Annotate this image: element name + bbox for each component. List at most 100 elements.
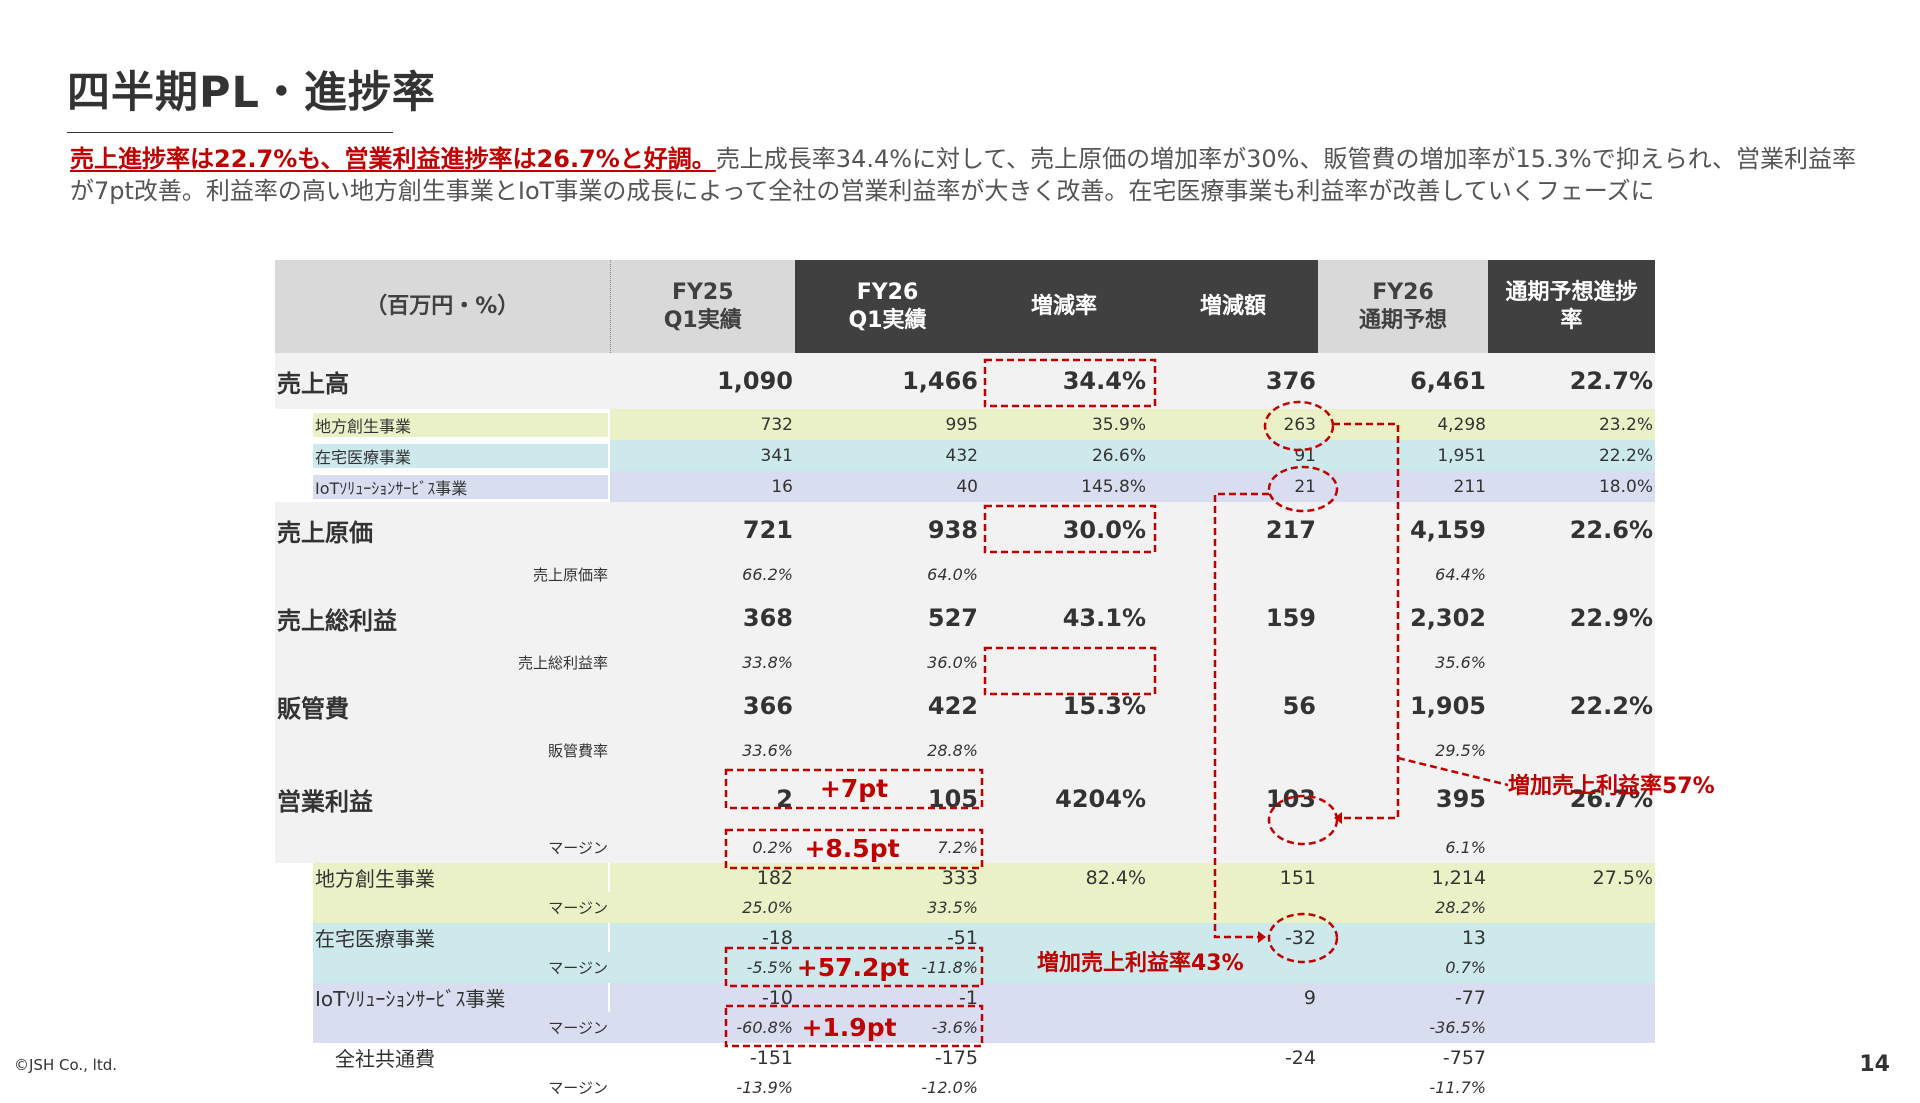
cell-progress: 26.7% bbox=[1488, 766, 1655, 832]
cell-fy25: -13.9% bbox=[610, 1072, 795, 1103]
cell-fy26: -51 bbox=[795, 923, 980, 952]
cell-fy26: 64.0% bbox=[795, 558, 980, 590]
row-label: 販管費率 bbox=[275, 734, 610, 766]
cell-fy26: 938 bbox=[795, 502, 980, 558]
summary-highlight: 売上進捗率は22.7%も、営業利益進捗率は26.7%と好調。 bbox=[70, 145, 716, 173]
table-header-row: （百万円・%） FY25 Q1実績 FY26 Q1実績 増減率 増減額 FY26 通期… bbox=[275, 260, 1655, 353]
header-progress: 通期予想進捗率 bbox=[1488, 260, 1655, 353]
cell-fy25: 368 bbox=[610, 590, 795, 646]
cell-rate: 35.9% bbox=[980, 409, 1148, 440]
header-unit: （百万円・%） bbox=[275, 260, 611, 353]
table-row: マージン -60.8% -3.6% -36.5% bbox=[275, 1012, 1655, 1043]
cell-forecast: -11.7% bbox=[1318, 1072, 1488, 1103]
cell-fy25: 33.6% bbox=[610, 734, 795, 766]
table-row: 在宅医療事業 341 432 26.6% 91 1,951 22.2% bbox=[275, 440, 1655, 471]
header-growth-rate: 増減率 bbox=[980, 260, 1148, 353]
row-label: 営業利益 bbox=[275, 766, 610, 832]
table-row: 地方創生事業 732 995 35.9% 263 4,298 23.2% bbox=[275, 409, 1655, 440]
cell-fy26: 333 bbox=[795, 863, 980, 892]
cell-diff: 91 bbox=[1148, 440, 1318, 471]
footer-copyright: ©JSH Co., ltd. bbox=[14, 1056, 118, 1074]
cell-forecast: 64.4% bbox=[1318, 558, 1488, 590]
cell-diff: 21 bbox=[1148, 471, 1318, 502]
table-row: 全社共通費 -151 -175 -24 -757 bbox=[275, 1043, 1655, 1072]
cell-diff: 103 bbox=[1148, 766, 1318, 832]
cell-fy25: -60.8% bbox=[610, 1012, 795, 1043]
row-label: 地方創生事業 bbox=[313, 863, 608, 892]
cell-forecast: 6,461 bbox=[1318, 353, 1488, 409]
cell-diff: -32 bbox=[1148, 923, 1318, 952]
row-label: マージン bbox=[275, 952, 610, 983]
summary-body: 売上成長率34.4%に対して、売上原価の増加率が30%、販管費の増加率が15.3… bbox=[70, 145, 1856, 205]
cell-forecast: -36.5% bbox=[1318, 1012, 1488, 1043]
page-title: 四半期PL・進捗率 bbox=[67, 68, 436, 118]
cell-forecast: 2,302 bbox=[1318, 590, 1488, 646]
row-label: 全社共通費 bbox=[335, 1047, 435, 1071]
cell-forecast: 1,951 bbox=[1318, 440, 1488, 471]
table-row: マージン -13.9% -12.0% -11.7% bbox=[275, 1072, 1655, 1103]
cell-forecast: 211 bbox=[1318, 471, 1488, 502]
title-underline bbox=[67, 132, 393, 133]
cell-progress: 27.5% bbox=[1488, 863, 1655, 892]
cell-fy26: -11.8% bbox=[795, 952, 980, 983]
table-row: マージン 25.0% 33.5% 28.2% bbox=[275, 892, 1655, 923]
cell-progress: 23.2% bbox=[1488, 409, 1655, 440]
cell-fy26: 28.8% bbox=[795, 734, 980, 766]
cell-rate: 82.4% bbox=[980, 863, 1148, 892]
cell-fy25: 341 bbox=[610, 440, 795, 471]
cell-rate: 4204% bbox=[980, 766, 1148, 832]
cell-progress: 18.0% bbox=[1488, 471, 1655, 502]
page-number: 14 bbox=[1859, 1052, 1890, 1077]
cell-fy26: 36.0% bbox=[795, 646, 980, 678]
cell-rate: 145.8% bbox=[980, 471, 1148, 502]
cell-fy25: 2 bbox=[610, 766, 795, 832]
row-label: マージン bbox=[275, 1012, 610, 1043]
table-row: IoTｿﾘｭｰｼｮﾝｻｰﾋﾞｽ事業 -10 -1 9 -77 bbox=[275, 983, 1655, 1012]
header-fy26-forecast: FY26 通期予想 bbox=[1318, 260, 1488, 353]
row-label: 販管費 bbox=[275, 678, 610, 734]
cell-fy25: 25.0% bbox=[610, 892, 795, 923]
row-label: 在宅医療事業 bbox=[313, 923, 608, 952]
row-label: マージン bbox=[275, 832, 610, 863]
cell-fy26: 432 bbox=[795, 440, 980, 471]
row-label: マージン bbox=[275, 1072, 610, 1103]
cell-diff: 9 bbox=[1148, 983, 1318, 1012]
cell-diff: 56 bbox=[1148, 678, 1318, 734]
cell-forecast: 4,159 bbox=[1318, 502, 1488, 558]
cell-diff: 263 bbox=[1148, 409, 1318, 440]
table-row: 売上高 1,090 1,466 34.4% 376 6,461 22.7% bbox=[275, 353, 1655, 409]
cell-diff: -24 bbox=[1148, 1043, 1318, 1072]
cell-fy26: 7.2% bbox=[795, 832, 980, 863]
table-row: 売上原価率 66.2% 64.0% 64.4% bbox=[275, 558, 1655, 590]
cell-fy25: -18 bbox=[610, 923, 795, 952]
table-row: 販管費 366 422 15.3% 56 1,905 22.2% bbox=[275, 678, 1655, 734]
cell-fy25: 182 bbox=[610, 863, 795, 892]
cell-progress: 22.7% bbox=[1488, 353, 1655, 409]
cell-forecast: 6.1% bbox=[1318, 832, 1488, 863]
cell-fy26: -12.0% bbox=[795, 1072, 980, 1103]
cell-forecast: 395 bbox=[1318, 766, 1488, 832]
cell-fy26: -175 bbox=[795, 1043, 980, 1072]
table-row: 地方創生事業 182 333 82.4% 151 1,214 27.5% bbox=[275, 863, 1655, 892]
cell-forecast: 0.7% bbox=[1318, 952, 1488, 983]
table-row: 売上総利益 368 527 43.1% 159 2,302 22.9% bbox=[275, 590, 1655, 646]
cell-fy26: -3.6% bbox=[795, 1012, 980, 1043]
cell-diff: 217 bbox=[1148, 502, 1318, 558]
cell-progress: 22.9% bbox=[1488, 590, 1655, 646]
cell-fy25: 732 bbox=[610, 409, 795, 440]
row-label: 地方創生事業 bbox=[313, 412, 608, 437]
cell-progress: 22.2% bbox=[1488, 678, 1655, 734]
cell-fy26: 527 bbox=[795, 590, 980, 646]
summary-text: 売上進捗率は22.7%も、営業利益進捗率は26.7%と好調。売上成長率34.4%… bbox=[70, 143, 1870, 207]
cell-diff: 159 bbox=[1148, 590, 1318, 646]
cell-fy25: 0.2% bbox=[610, 832, 795, 863]
cell-progress: 22.6% bbox=[1488, 502, 1655, 558]
cell-fy26: 422 bbox=[795, 678, 980, 734]
cell-fy25: -151 bbox=[610, 1043, 795, 1072]
table-row: IoTｿﾘｭｰｼｮﾝｻｰﾋﾞｽ事業 16 40 145.8% 21 211 18… bbox=[275, 471, 1655, 502]
cell-diff: 151 bbox=[1148, 863, 1318, 892]
cell-forecast: -757 bbox=[1318, 1043, 1488, 1072]
cell-fy26: -1 bbox=[795, 983, 980, 1012]
cell-rate: 26.6% bbox=[980, 440, 1148, 471]
cell-fy25: -10 bbox=[610, 983, 795, 1012]
